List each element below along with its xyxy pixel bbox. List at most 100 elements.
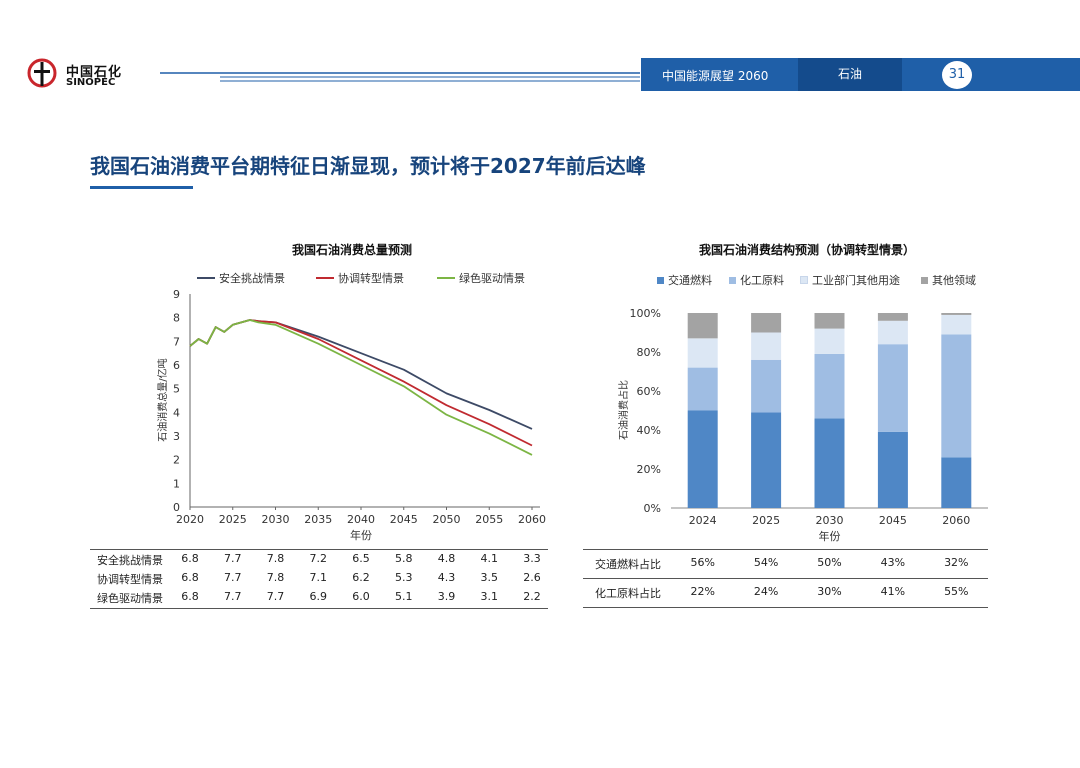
bar-x-tick-label: 2025 <box>752 514 780 527</box>
bar-x-tick-label: 2045 <box>879 514 907 527</box>
table-cell: 56% <box>690 556 715 569</box>
line-x-tick-label: 2035 <box>304 513 332 526</box>
table-cell: 3.1 <box>480 590 499 603</box>
bar-segment <box>687 313 718 339</box>
table-cell: 7.7 <box>224 590 242 603</box>
line-legend-item: 协调转型情景 <box>316 270 404 286</box>
bar-segment <box>687 338 718 368</box>
sinopec-logo: 中国石化 SINOPEC <box>26 58 136 94</box>
line-y-axis-label: 石油消费总量/亿吨 <box>156 358 169 441</box>
bar-legend-label: 化工原料 <box>740 274 784 287</box>
table-cell: 32% <box>944 556 969 569</box>
line-legend-item: 安全挑战情景 <box>197 270 285 286</box>
table-cell: 5.1 <box>395 590 413 603</box>
table-bottom-rule <box>583 607 988 608</box>
table-cell: 2.2 <box>523 590 541 603</box>
line-series <box>189 319 533 456</box>
table-row: 协调转型情景 6.8 7.7 7.8 7.1 6.2 5.3 4.3 3.5 2.6 <box>97 571 547 590</box>
bar-legend-item: 化工原料 <box>729 272 784 288</box>
bar-y-axis-label: 石油消费占比 <box>617 380 630 440</box>
table-mid-rule <box>583 578 988 579</box>
table-cell: 7.7 <box>224 571 242 584</box>
table-cell: 7.8 <box>266 571 285 584</box>
table-row-label: 绿色驱动情景 <box>97 592 163 605</box>
table-cell: 30% <box>817 585 842 598</box>
header-decorative-lines <box>160 72 640 82</box>
bar-segment <box>877 313 908 321</box>
section-label: 石油 <box>798 58 902 91</box>
line-x-tick-label: 2060 <box>518 513 546 526</box>
table-row-label: 化工原料占比 <box>595 587 661 600</box>
line-legend-label: 安全挑战情景 <box>219 272 285 285</box>
bar-segment <box>687 410 718 508</box>
line-x-axis-label: 年份 <box>350 528 372 542</box>
table-cell: 6.5 <box>352 552 370 565</box>
line-chart-title: 我国石油消费总量预测 <box>292 243 413 257</box>
bar-segment <box>751 313 782 333</box>
bar-segment <box>877 344 908 432</box>
table-cell: 7.2 <box>309 552 328 565</box>
bar-x-axis-label: 年份 <box>819 529 841 543</box>
bar-segment <box>751 412 782 508</box>
table-cell: 22% <box>690 585 715 598</box>
table-cell: 6.8 <box>181 552 199 565</box>
line-data-table: 安全挑战情景 6.8 7.7 7.8 7.2 6.5 5.8 4.8 4.1 3.3 协调转型情景 6… <box>97 552 547 612</box>
bar-y-tick-label: 60% <box>637 385 661 398</box>
bar-segment <box>877 320 908 345</box>
table-cell: 5.8 <box>395 552 413 565</box>
bar-segment <box>941 457 972 508</box>
line-y-tick-label: 2 <box>173 454 180 467</box>
line-series <box>189 319 533 447</box>
bar-legend-item: 交通燃料 <box>657 272 712 288</box>
bar-segment <box>814 313 845 329</box>
table-bottom-rule <box>90 608 548 609</box>
bar-legend-item: 工业部门其他用途 <box>800 272 900 288</box>
bar-x-tick-label: 2030 <box>816 514 844 527</box>
page-number: 31 <box>942 61 972 89</box>
line-x-tick-label: 2050 <box>433 513 461 526</box>
table-cell: 54% <box>753 556 779 569</box>
table-cell: 6.2 <box>352 571 370 584</box>
table-row: 绿色驱动情景 6.8 7.7 7.7 6.9 6.0 5.1 3.9 3.1 2.2 <box>97 590 547 609</box>
table-row: 化工原料占比 22% 24% 30% 41% 55% <box>595 585 985 604</box>
bar-segment <box>941 314 972 335</box>
line-x-tick-label: 2045 <box>390 513 418 526</box>
report-title: 中国能源展望 2060 <box>662 69 769 83</box>
table-cell: 6.9 <box>309 590 328 603</box>
table-row-label: 交通燃料占比 <box>595 558 661 571</box>
table-cell: 2.6 <box>523 571 541 584</box>
table-row: 安全挑战情景 6.8 7.7 7.8 7.2 6.5 5.8 4.8 4.1 3.3 <box>97 552 547 571</box>
line-x-tick-label: 2040 <box>347 513 375 526</box>
line-x-tick-label: 2025 <box>219 513 247 526</box>
table-cell: 7.7 <box>224 552 242 565</box>
bar-legend-label: 工业部门其他用途 <box>812 274 900 287</box>
table-top-rule <box>583 549 988 550</box>
line-y-tick-label: 6 <box>173 359 180 372</box>
table-cell: 4.3 <box>437 571 456 584</box>
bar-segment <box>751 332 782 360</box>
table-cell: 4.8 <box>437 552 456 565</box>
logo-english-name: SINOPEC <box>66 77 116 88</box>
line-y-tick-label: 9 <box>173 288 180 301</box>
bar-segment <box>941 334 972 458</box>
line-legend-item: 绿色驱动情景 <box>437 270 525 286</box>
bar-y-tick-label: 0% <box>644 502 661 515</box>
line-x-tick-label: 2020 <box>176 513 204 526</box>
table-cell: 7.8 <box>266 552 285 565</box>
table-cell: 41% <box>880 585 906 598</box>
line-y-tick-label: 4 <box>173 406 180 419</box>
bar-data-table: 交通燃料占比 56% 54% 50% 43% 32% 化工原料占比 22% 24% 30% 41% 5… <box>595 556 985 606</box>
logo-chinese-name: 中国石化 <box>66 65 123 80</box>
bar-legend-label: 其他领域 <box>932 274 976 287</box>
table-cell: 6.8 <box>181 571 199 584</box>
table-row: 交通燃料占比 56% 54% 50% 43% 32% <box>595 556 985 575</box>
table-cell: 4.1 <box>480 552 499 565</box>
bar-legend-label: 交通燃料 <box>668 274 712 287</box>
line-y-tick-label: 5 <box>173 383 180 396</box>
table-cell: 7.1 <box>309 571 328 584</box>
table-cell: 3.5 <box>480 571 499 584</box>
bar-x-tick-label: 2024 <box>689 514 717 527</box>
bar-y-tick-label: 100% <box>630 307 661 320</box>
line-y-tick-label: 8 <box>173 312 180 325</box>
